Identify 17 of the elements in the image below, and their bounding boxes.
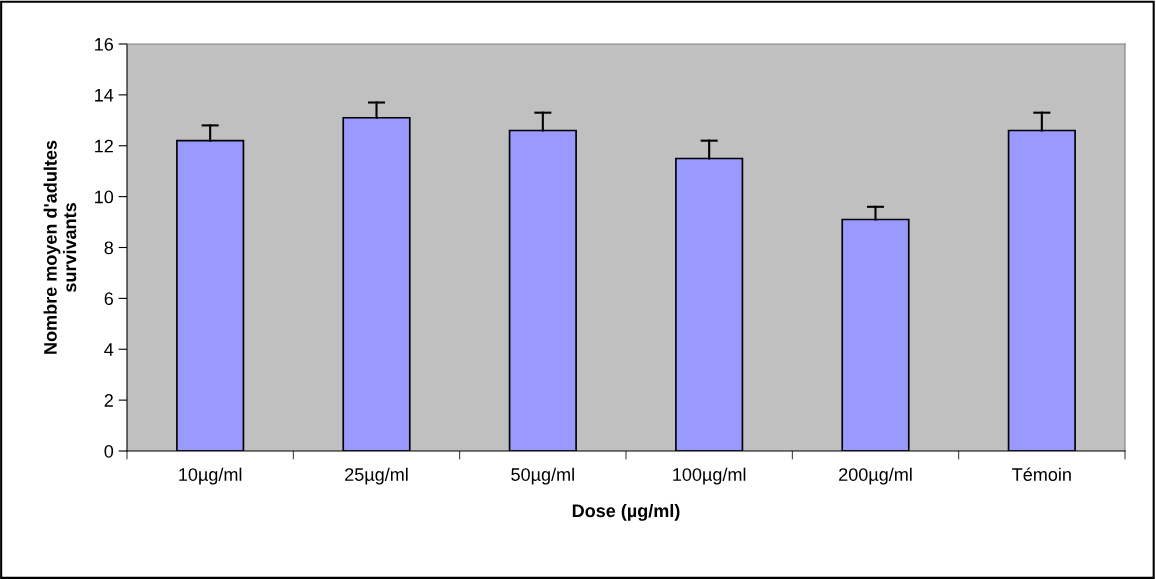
x-tick-label: Témoin (1012, 467, 1071, 481)
x-tick-label: 100µg/ml (673, 467, 746, 485)
x-tick-label: 10µg/ml (179, 467, 242, 485)
y-tick-label: 16 (95, 37, 114, 51)
y-axis-title: Nombre moyen d'adultes survivants (43, 140, 77, 354)
x-tick-label: 25µg/ml (345, 467, 408, 485)
y-tick-label: 10 (95, 190, 114, 204)
x-tick-label: 200µg/ml (839, 467, 912, 485)
y-tick-label: 2 (104, 394, 113, 407)
y-tick-label: 12 (95, 139, 113, 153)
y-tick-label: 0 (104, 444, 114, 458)
x-axis-title: Dose (µg/ml) (572, 503, 680, 521)
y-tick-label: 6 (104, 292, 114, 306)
y-tick-label: 14 (95, 89, 114, 102)
y-tick-label: 8 (104, 241, 114, 255)
y-tick-label: 4 (104, 343, 114, 356)
x-tick-label: 50µg/ml (511, 467, 574, 485)
